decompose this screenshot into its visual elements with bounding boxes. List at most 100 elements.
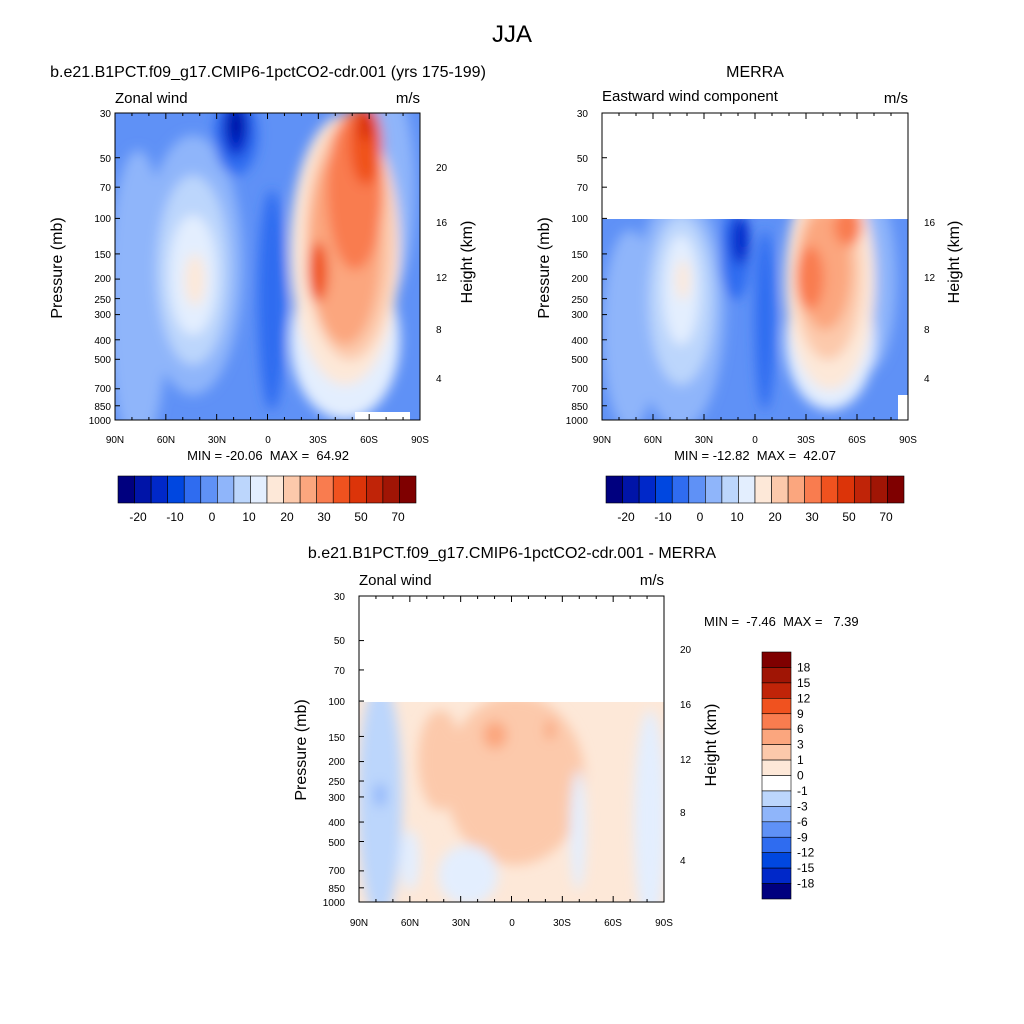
y-tick-label: 1000 xyxy=(566,416,589,427)
colorbar-swatch xyxy=(761,651,792,668)
colorbar-swatch xyxy=(761,806,792,823)
y-tick-label: 1000 xyxy=(89,416,112,427)
panel-model-y-ticks-right: 4 8 12 16 20 xyxy=(436,163,448,385)
y-tick-label: 500 xyxy=(328,838,345,849)
y-tick-label: 30 xyxy=(577,109,589,120)
colorbar-swatch xyxy=(761,698,792,715)
y-tick-label: 30 xyxy=(100,109,112,120)
y-tick-label: 700 xyxy=(328,866,345,877)
x-tick-label: 60N xyxy=(401,918,419,929)
panel-merra-colorbar xyxy=(605,475,905,504)
colorbar-label: 0 xyxy=(697,510,704,524)
colorbar-swatch xyxy=(150,475,168,504)
x-tick-label: 60S xyxy=(604,918,622,929)
colorbar-swatch xyxy=(183,475,202,504)
y-tick-label: 100 xyxy=(571,214,588,225)
colorbar-swatch xyxy=(761,775,792,792)
colorbar-swatch xyxy=(761,682,792,699)
panel-model-ylabel: Pressure (mb) xyxy=(49,217,66,318)
y-tick-label: 150 xyxy=(94,250,111,261)
colorbar-swatch xyxy=(761,836,792,853)
y-tick-label: 200 xyxy=(328,757,345,768)
y-tick-label: 400 xyxy=(571,336,588,347)
x-tick-label: 60S xyxy=(360,435,378,446)
colorbar-label: -1 xyxy=(797,784,808,798)
colorbar-swatch xyxy=(761,744,792,761)
colorbar-swatch xyxy=(134,475,152,504)
colorbar-swatch xyxy=(688,475,706,504)
y-tick-label: 1000 xyxy=(323,898,346,909)
colorbar-label: -3 xyxy=(797,799,808,813)
y-right-tick-label: 4 xyxy=(436,374,442,385)
panel-model-subtitle-left: Zonal wind xyxy=(115,90,188,107)
colorbar-label: 9 xyxy=(797,707,804,721)
colorbar-label: 30 xyxy=(317,510,331,524)
panel-merra-x-ticks: 90N 60N 30N 0 30S 60S 90S xyxy=(593,435,917,446)
x-tick-label: 90N xyxy=(593,435,611,446)
y-right-tick-label: 8 xyxy=(680,808,686,819)
y-right-tick-label: 16 xyxy=(436,218,448,229)
panel-difference: b.e21.B1PCT.f09_g17.CMIP6-1pctCO2-cdr.00… xyxy=(293,545,859,929)
panel-merra-colorbar-labels: -20 -10 0 10 20 30 50 70 xyxy=(617,510,893,524)
colorbar-swatch xyxy=(771,475,789,504)
colorbar-label: -6 xyxy=(797,815,808,829)
colorbar-swatch xyxy=(761,852,792,869)
colorbar-label: 20 xyxy=(280,510,294,524)
panel-difference-ylabel: Pressure (mb) xyxy=(293,699,310,800)
panel-merra: MERRA Eastward wind component m/s xyxy=(536,64,963,524)
panel-difference-y-ticks-right: 4 8 12 16 20 xyxy=(680,645,692,867)
colorbar-swatch xyxy=(266,475,284,504)
y-tick-label: 200 xyxy=(94,274,111,285)
y-tick-label: 300 xyxy=(571,310,588,321)
colorbar-label: 10 xyxy=(730,510,744,524)
colorbar-label: -10 xyxy=(166,510,184,524)
colorbar-label: -12 xyxy=(797,846,815,860)
panel-merra-stats: MIN = -12.82 MAX = 42.07 xyxy=(674,448,836,463)
figure-title: JJA xyxy=(492,21,532,48)
colorbar-label: 50 xyxy=(842,510,856,524)
colorbar-swatch xyxy=(804,475,822,504)
panel-model-field xyxy=(115,113,420,420)
panel-model-colorbar xyxy=(117,475,417,504)
y-tick-label: 250 xyxy=(94,295,111,306)
x-tick-label: 30S xyxy=(309,435,327,446)
colorbar-swatch xyxy=(316,475,334,504)
y-tick-label: 30 xyxy=(334,592,346,603)
x-tick-label: 30S xyxy=(553,918,571,929)
y-tick-label: 300 xyxy=(94,310,111,321)
x-tick-label: 0 xyxy=(509,918,515,929)
y-tick-label: 70 xyxy=(100,183,112,194)
colorbar-swatch xyxy=(854,475,872,504)
x-tick-label: 90S xyxy=(411,435,429,446)
panel-model-stats: MIN = -20.06 MAX = 64.92 xyxy=(187,448,349,463)
colorbar-label: -20 xyxy=(129,510,147,524)
colorbar-swatch xyxy=(721,475,739,504)
colorbar-swatch xyxy=(366,475,384,504)
colorbar-swatch xyxy=(761,883,792,900)
x-tick-label: 90N xyxy=(350,918,368,929)
colorbar-label: 15 xyxy=(797,676,811,690)
colorbar-swatch xyxy=(638,475,656,504)
colorbar-label: 0 xyxy=(209,510,216,524)
colorbar-label: 0 xyxy=(797,769,804,783)
colorbar-label: -10 xyxy=(654,510,672,524)
y-tick-label: 150 xyxy=(571,250,588,261)
x-tick-label: 90N xyxy=(106,435,124,446)
colorbar-swatch xyxy=(399,475,417,504)
x-tick-label: 60N xyxy=(644,435,662,446)
panel-difference-stats: MIN = -7.46 MAX = 7.39 xyxy=(704,614,859,629)
panel-model-y-ticks: 30 50 70 100 150 200 250 300 400 500 700… xyxy=(89,109,112,427)
panel-merra-field xyxy=(602,219,908,420)
colorbar-swatch xyxy=(820,475,839,504)
y-tick-label: 200 xyxy=(571,274,588,285)
panel-model-subtitle-right: m/s xyxy=(396,90,420,107)
y-right-tick-label: 12 xyxy=(924,273,936,284)
y-right-tick-label: 12 xyxy=(680,755,692,766)
colorbar-label: 70 xyxy=(879,510,893,524)
y-tick-label: 150 xyxy=(328,733,345,744)
colorbar-swatch xyxy=(655,475,673,504)
panel-merra-y-ticks: 30 50 70 100 150 200 250 300 400 500 700… xyxy=(566,109,589,427)
y-right-tick-label: 20 xyxy=(436,163,448,174)
colorbar-label: 50 xyxy=(354,510,368,524)
